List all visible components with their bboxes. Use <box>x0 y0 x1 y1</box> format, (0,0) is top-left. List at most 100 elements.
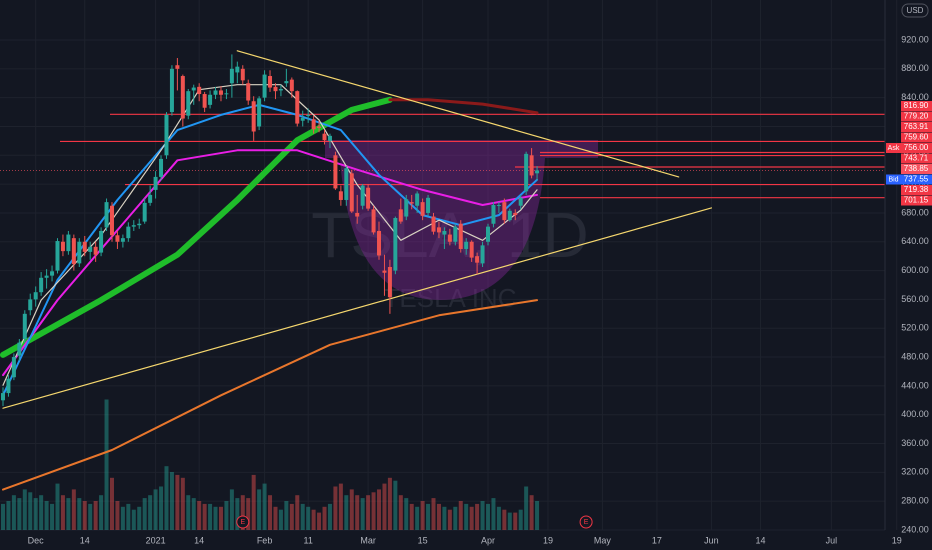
x-tick-label: 14 <box>755 535 765 545</box>
volume-bar <box>398 495 403 530</box>
candle-body <box>295 91 300 124</box>
volume-bar <box>55 483 60 530</box>
y-tick-label: 920.00 <box>901 34 929 44</box>
candle-body <box>240 68 245 81</box>
volume-bar <box>447 509 452 530</box>
candle-body <box>213 90 218 95</box>
candle-body <box>126 226 131 239</box>
y-tick-label: 360.00 <box>901 438 929 448</box>
candle-body <box>518 197 523 206</box>
y-tick-label: 520.00 <box>901 323 929 333</box>
volume-bar <box>186 495 191 530</box>
price-label-box <box>901 174 932 185</box>
volume-bar <box>366 495 371 530</box>
candle-body <box>338 191 343 200</box>
x-tick-label: 19 <box>543 535 553 545</box>
candle-body <box>235 66 240 73</box>
price-label-box <box>901 111 932 122</box>
y-tick-label: 440.00 <box>901 380 929 390</box>
candle-body <box>0 393 5 401</box>
x-tick-label: Dec <box>28 535 45 545</box>
x-tick-label: 15 <box>418 535 428 545</box>
cup-pattern <box>340 158 545 300</box>
volume-bar <box>251 474 256 530</box>
x-tick-label: 11 <box>303 535 312 545</box>
price-label-box <box>901 153 932 164</box>
volume-bar <box>28 492 33 530</box>
volume-bar <box>169 472 174 530</box>
candle-body <box>137 223 142 226</box>
price-label: 701.15 <box>904 196 929 205</box>
candle-body <box>268 76 273 88</box>
currency-badge <box>901 3 929 18</box>
candle-body <box>366 187 371 209</box>
volume-bar <box>306 506 311 530</box>
pattern-box <box>325 140 598 158</box>
price-label: 779.20 <box>904 112 929 121</box>
volume-bar <box>115 501 120 530</box>
candle-body <box>159 158 164 177</box>
candle-body <box>447 234 452 242</box>
y-tick-label: 400.00 <box>901 409 929 419</box>
candle-body <box>55 241 60 271</box>
x-tick-label: 14 <box>80 535 90 545</box>
candle-body <box>377 230 382 256</box>
volume-bar <box>469 506 474 530</box>
overlay-line <box>2 207 712 409</box>
volume-bar <box>387 477 392 530</box>
price-label-box <box>901 164 932 174</box>
volume-bar <box>464 503 469 530</box>
candle-body <box>11 357 16 378</box>
volume-bar <box>197 501 202 530</box>
candle-body <box>415 193 420 206</box>
volume-bar <box>475 503 480 530</box>
volume-bar <box>420 501 425 530</box>
volume-bar <box>164 466 169 530</box>
candle-body <box>71 238 76 265</box>
x-tick-label: Mar <box>360 535 376 545</box>
volume-bar <box>0 503 5 530</box>
y-tick-label: 680.00 <box>901 207 929 217</box>
volume-bar <box>50 503 55 530</box>
candle-body <box>175 65 180 69</box>
candle-body <box>17 342 22 356</box>
candle-body <box>39 277 44 293</box>
volume-bar <box>71 489 76 530</box>
volume-bar <box>126 503 131 530</box>
candle-body <box>382 270 387 273</box>
candle-body <box>524 153 529 192</box>
candle-body <box>409 202 414 204</box>
volume-bar <box>453 506 458 530</box>
x-tick-label: 14 <box>194 535 204 545</box>
candle-body <box>99 230 104 253</box>
candle-body <box>77 241 82 264</box>
volume-bar <box>191 498 196 530</box>
candle-body <box>109 205 114 236</box>
candle-body <box>229 68 234 84</box>
volume-bar <box>535 501 540 530</box>
volume-bar <box>202 503 207 530</box>
candle-body <box>371 209 376 233</box>
volume-bar <box>300 503 305 530</box>
volume-bar <box>93 501 98 530</box>
event-label: E <box>240 519 245 526</box>
candle-body <box>191 87 196 91</box>
overlay-line <box>236 50 680 178</box>
volume-bar <box>131 509 136 530</box>
volume-bar <box>180 477 185 530</box>
volume-bar <box>60 495 65 530</box>
volume-bar <box>6 501 11 530</box>
candle-body <box>480 245 485 264</box>
volume-bar <box>382 483 387 530</box>
candle-body <box>496 205 501 207</box>
candle-body <box>404 199 409 217</box>
price-label: 763.91 <box>904 122 929 131</box>
candle-body <box>398 209 403 222</box>
volume-bar <box>262 483 267 530</box>
candle-body <box>82 241 87 252</box>
price-label: 738.85 <box>904 164 929 173</box>
company-watermark: TESLA INC <box>384 283 517 313</box>
candle-body <box>393 217 398 271</box>
candle-body <box>22 313 27 340</box>
candle-body <box>486 226 491 242</box>
